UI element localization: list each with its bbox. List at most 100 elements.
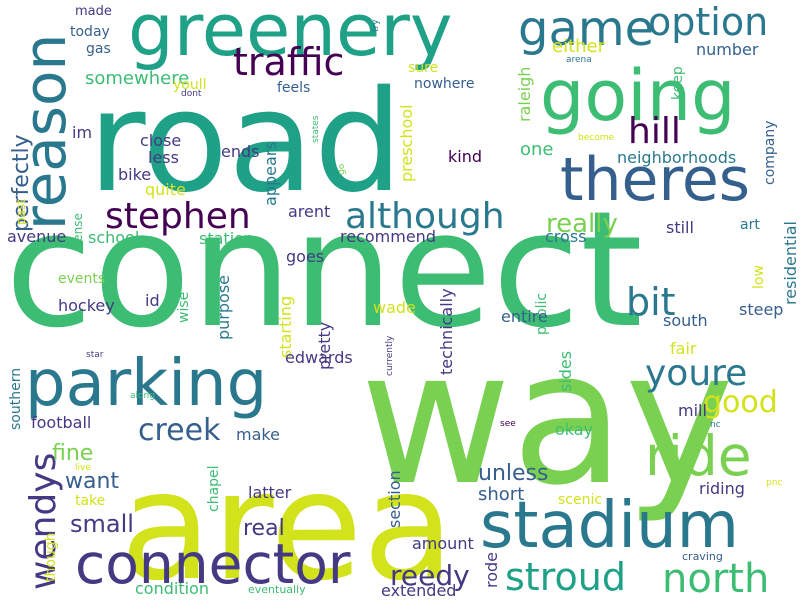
word-latter: latter [248,483,292,502]
word-reedy: reedy [390,559,470,592]
word-game: game [518,1,654,57]
word-short: short [478,484,524,505]
word-wise: wise [176,292,192,323]
word-events: events [58,271,105,287]
word-neighborhoods: neighborhoods [617,148,736,167]
word-take: take [75,493,105,509]
word-steep: steep [739,300,783,319]
word-craving: craving [682,550,723,563]
word-good: good [703,385,778,420]
word-greenery: greenery [128,0,452,72]
word-arena: arena [566,55,592,65]
word-low: low [751,265,767,289]
word-nc: nc [710,420,721,430]
word-quite: quite [145,180,186,199]
word-fine: fine [52,441,93,466]
word-technically: technically [437,288,456,375]
word-one: one [520,139,554,160]
word-football: football [31,413,91,432]
word-company: company [762,120,778,185]
word-youre: youre [645,353,747,394]
word-real: real [243,516,285,541]
word-sense: sense [71,213,85,248]
word-station: station [199,229,254,248]
word-really: really [546,209,618,239]
word-preschool: preschool [397,104,416,182]
word-condition: condition [135,579,209,598]
word-section: section [385,470,404,528]
word-see: see [500,419,516,429]
word-somewhere: somewhere [85,68,189,89]
word-ride: ride [645,424,752,488]
word-although: although [345,196,505,237]
word-theres: theres [560,145,750,215]
word-goes: goes [286,247,324,266]
word-bike: bike [118,165,151,184]
word-kind: kind [448,147,482,166]
word-road: road [88,61,403,224]
word-number: number [696,40,759,59]
word-either: either [552,36,606,57]
word-traffic: traffic [233,40,344,84]
word-raleigh: raleigh [515,67,534,122]
word-become: become [578,133,614,143]
word-recommend: recommend [340,227,436,246]
word-southern: southern [8,368,24,430]
word-ends: ends [221,142,259,161]
word-gas: gas [86,41,111,57]
word-hockey: hockey [58,296,115,315]
word-okay: okay [555,420,593,439]
word-wade: wade [373,298,416,317]
word-reason: reason [11,34,79,230]
word-purpose: purpose [214,275,233,340]
word-eventually: eventually [248,583,306,596]
word-small: small [70,510,134,538]
word-though: though [43,532,59,582]
word-youll: youll [173,77,207,93]
word-hill: hill [628,111,681,152]
word-states: states [311,115,321,143]
word-want: want [65,469,119,494]
word-unless: unless [478,461,548,486]
word-sure: sure [408,60,438,76]
word-north: north [662,556,769,600]
word-wendys: wendys [23,453,64,590]
word-amount: amount [412,534,474,553]
word-school: school [88,228,139,247]
word-mill: mill [678,401,707,420]
word-made: made [75,4,112,19]
word-star: star [86,350,104,360]
word-arent: arent [288,202,330,221]
word-riding: riding [699,479,745,498]
word-go: go [337,163,347,175]
word-area: area [120,440,455,600]
word-south: south [663,311,708,330]
word-stroud: stroud [505,555,626,599]
word-starting: starting [276,296,295,358]
word-less: less [148,148,179,167]
word-past: past [14,199,28,225]
word-parking: parking [25,347,267,421]
word-connect: connect [5,176,643,363]
word-make: make [236,425,280,444]
word-try: try [371,19,381,32]
word-live: live [75,463,91,473]
word-entire: entire [501,307,548,326]
word-nowhere: nowhere [414,76,474,92]
word-way: way [360,310,734,526]
word-edwards: edwards [285,348,353,367]
word-chapel: chapel [206,465,222,512]
word-bit: bit [626,280,676,324]
word-residential: residential [781,221,800,305]
word-scenic: scenic [558,492,602,508]
word-cross: cross [545,227,586,246]
word-public: public [534,293,550,335]
word-keep: keep [670,66,686,100]
word-dont: dont [181,89,202,99]
word-still: still [666,218,694,237]
word-pretty: pretty [315,322,334,370]
word-perfectly: perfectly [9,134,34,232]
word-today: today [70,24,110,40]
